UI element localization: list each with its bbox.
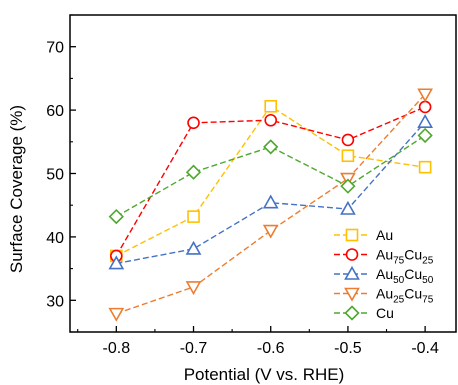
data-point-au75cu25 xyxy=(187,116,200,130)
x-tick-label: -0.4 xyxy=(411,340,439,357)
y-tick-label: 70 xyxy=(46,40,64,57)
x-tick-label: -0.5 xyxy=(334,340,362,357)
data-point-cu xyxy=(263,139,279,155)
data-point-au25cu75 xyxy=(108,307,125,322)
series-line-au25cu75 xyxy=(116,93,426,315)
y-axis-label: Surface Coverage (%) xyxy=(7,105,26,273)
x-axis-label: Potential (V vs. RHE) xyxy=(184,365,345,384)
legend-marker xyxy=(345,248,359,261)
legend-entry-au: Au xyxy=(334,227,393,243)
data-point-au50cu50 xyxy=(185,240,202,255)
x-axis: -0.8 -0.7 -0.6 -0.5 -0.4 xyxy=(77,326,439,357)
data-point-au25cu75 xyxy=(417,88,433,103)
legend-label: Cu xyxy=(376,305,394,321)
data-point-cu xyxy=(340,178,356,194)
y-tick-label: 40 xyxy=(46,230,64,247)
y-tick-label: 30 xyxy=(46,293,64,310)
y-tick-label: 60 xyxy=(46,103,64,120)
legend-marker xyxy=(344,265,360,280)
x-tick-label: -0.7 xyxy=(180,340,208,357)
legend-label: Au75Cu25 xyxy=(376,247,434,267)
data-point-au75cu25 xyxy=(341,133,355,147)
data-point-cu xyxy=(108,208,124,225)
data-point-cu xyxy=(417,127,433,144)
data-point-au75cu25 xyxy=(418,100,432,114)
data-point-au50cu50 xyxy=(108,255,125,270)
legend-label: Au xyxy=(376,227,393,243)
legend-marker xyxy=(345,228,359,242)
series-line-cu xyxy=(115,134,426,218)
data-point-au xyxy=(418,160,432,174)
data-point-au50cu50 xyxy=(340,200,356,215)
y-tick-label: 50 xyxy=(46,167,64,184)
x-tick-label: -0.6 xyxy=(257,340,285,357)
data-point-au50cu50 xyxy=(417,114,433,128)
data-point-au xyxy=(264,99,278,113)
x-tick-label: -0.8 xyxy=(103,340,131,357)
legend-entry-au50cu50: Au50Cu50 xyxy=(334,265,434,286)
data-point-cu xyxy=(185,164,202,180)
data-point-au50cu50 xyxy=(262,194,279,209)
series-layer xyxy=(108,88,433,322)
legend-marker xyxy=(344,287,360,302)
legend-entry-au25cu75: Au25Cu75 xyxy=(334,286,434,306)
series-au25cu75 xyxy=(108,88,433,322)
legend-label: Au50Cu50 xyxy=(376,266,434,286)
y-axis: 30 40 50 60 70 xyxy=(46,14,76,333)
legend-marker xyxy=(344,305,360,321)
data-point-au25cu75 xyxy=(262,224,279,239)
series-cu xyxy=(108,127,433,225)
series-line-au50cu50 xyxy=(116,121,426,265)
legend-entry-cu: Cu xyxy=(334,305,394,321)
legend-label: Au25Cu75 xyxy=(376,286,434,306)
data-point-au xyxy=(341,149,355,163)
series-line-au75cu25 xyxy=(115,106,426,257)
legend-entry-au75cu25: Au75Cu25 xyxy=(334,247,434,267)
data-point-au75cu25 xyxy=(264,113,278,127)
data-point-au25cu75 xyxy=(185,281,202,296)
data-point-au xyxy=(187,210,200,223)
series-au50cu50 xyxy=(108,114,433,270)
